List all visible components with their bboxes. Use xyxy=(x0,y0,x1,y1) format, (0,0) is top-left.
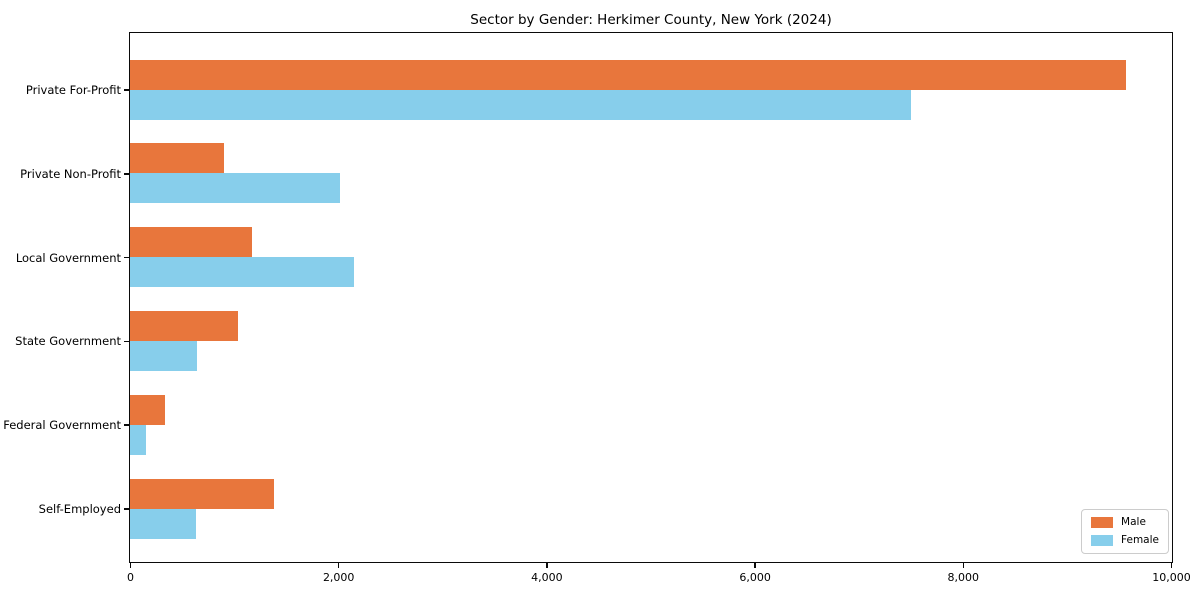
x-tick-label-6000: 6,000 xyxy=(739,570,771,584)
bar-male-private-non-profit xyxy=(130,143,224,174)
x-tick-label-0: 0 xyxy=(127,570,134,584)
x-tick-mark xyxy=(962,563,965,568)
y-tick-mark xyxy=(123,256,129,259)
bar-male-state-government xyxy=(130,310,238,341)
legend-entry-female: Female xyxy=(1091,534,1159,547)
x-tick-mark xyxy=(546,563,548,568)
bar-female-federal-government xyxy=(130,424,146,455)
chart-title: Sector by Gender: Herkimer County, New Y… xyxy=(470,12,832,28)
x-tick-mark xyxy=(754,563,756,568)
x-tick-mark xyxy=(129,563,132,568)
bar-female-self-employed xyxy=(130,508,196,539)
y-tick-label-federal-government: Federal Government xyxy=(3,418,121,433)
bar-female-private-non-profit xyxy=(130,173,340,204)
y-tick-mark xyxy=(123,340,129,343)
legend: Male Female xyxy=(1081,509,1169,554)
bar-female-state-government xyxy=(130,340,197,371)
x-tick-label-10000: 10,000 xyxy=(1152,570,1191,584)
y-tick-mark xyxy=(123,508,129,510)
legend-swatch-male-icon xyxy=(1091,517,1114,528)
x-tick-mark xyxy=(337,563,340,568)
y-tick-mark xyxy=(123,89,129,91)
bar-male-local-government xyxy=(130,227,252,258)
bar-male-private-for-profit xyxy=(130,59,1126,90)
legend-label-male: Male xyxy=(1121,516,1146,528)
plot-area: Male Female xyxy=(129,32,1173,563)
x-tick-mark xyxy=(1170,563,1173,568)
bar-female-private-for-profit xyxy=(130,89,911,120)
y-tick-mark xyxy=(123,424,129,426)
bar-female-local-government xyxy=(130,257,354,288)
x-tick-label-4000: 4,000 xyxy=(531,570,563,584)
bar-male-federal-government xyxy=(130,394,165,425)
x-tick-label-8000: 8,000 xyxy=(947,570,980,584)
y-tick-label-private-for-profit: Private For-Profit xyxy=(25,83,121,97)
legend-label-female: Female xyxy=(1121,534,1159,546)
y-tick-mark xyxy=(123,173,129,175)
legend-entry-male: Male xyxy=(1091,516,1159,529)
x-tick-label-2000: 2,000 xyxy=(322,570,355,584)
y-tick-label-private-non-profit: Private Non-Profit xyxy=(20,166,121,181)
legend-swatch-female-icon xyxy=(1091,535,1114,546)
y-tick-label-local-government: Local Government xyxy=(15,250,121,265)
bar-male-self-employed xyxy=(130,478,274,509)
y-tick-label-state-government: State Government xyxy=(15,334,121,349)
y-tick-label-self-employed: Self-Employed xyxy=(38,502,121,516)
